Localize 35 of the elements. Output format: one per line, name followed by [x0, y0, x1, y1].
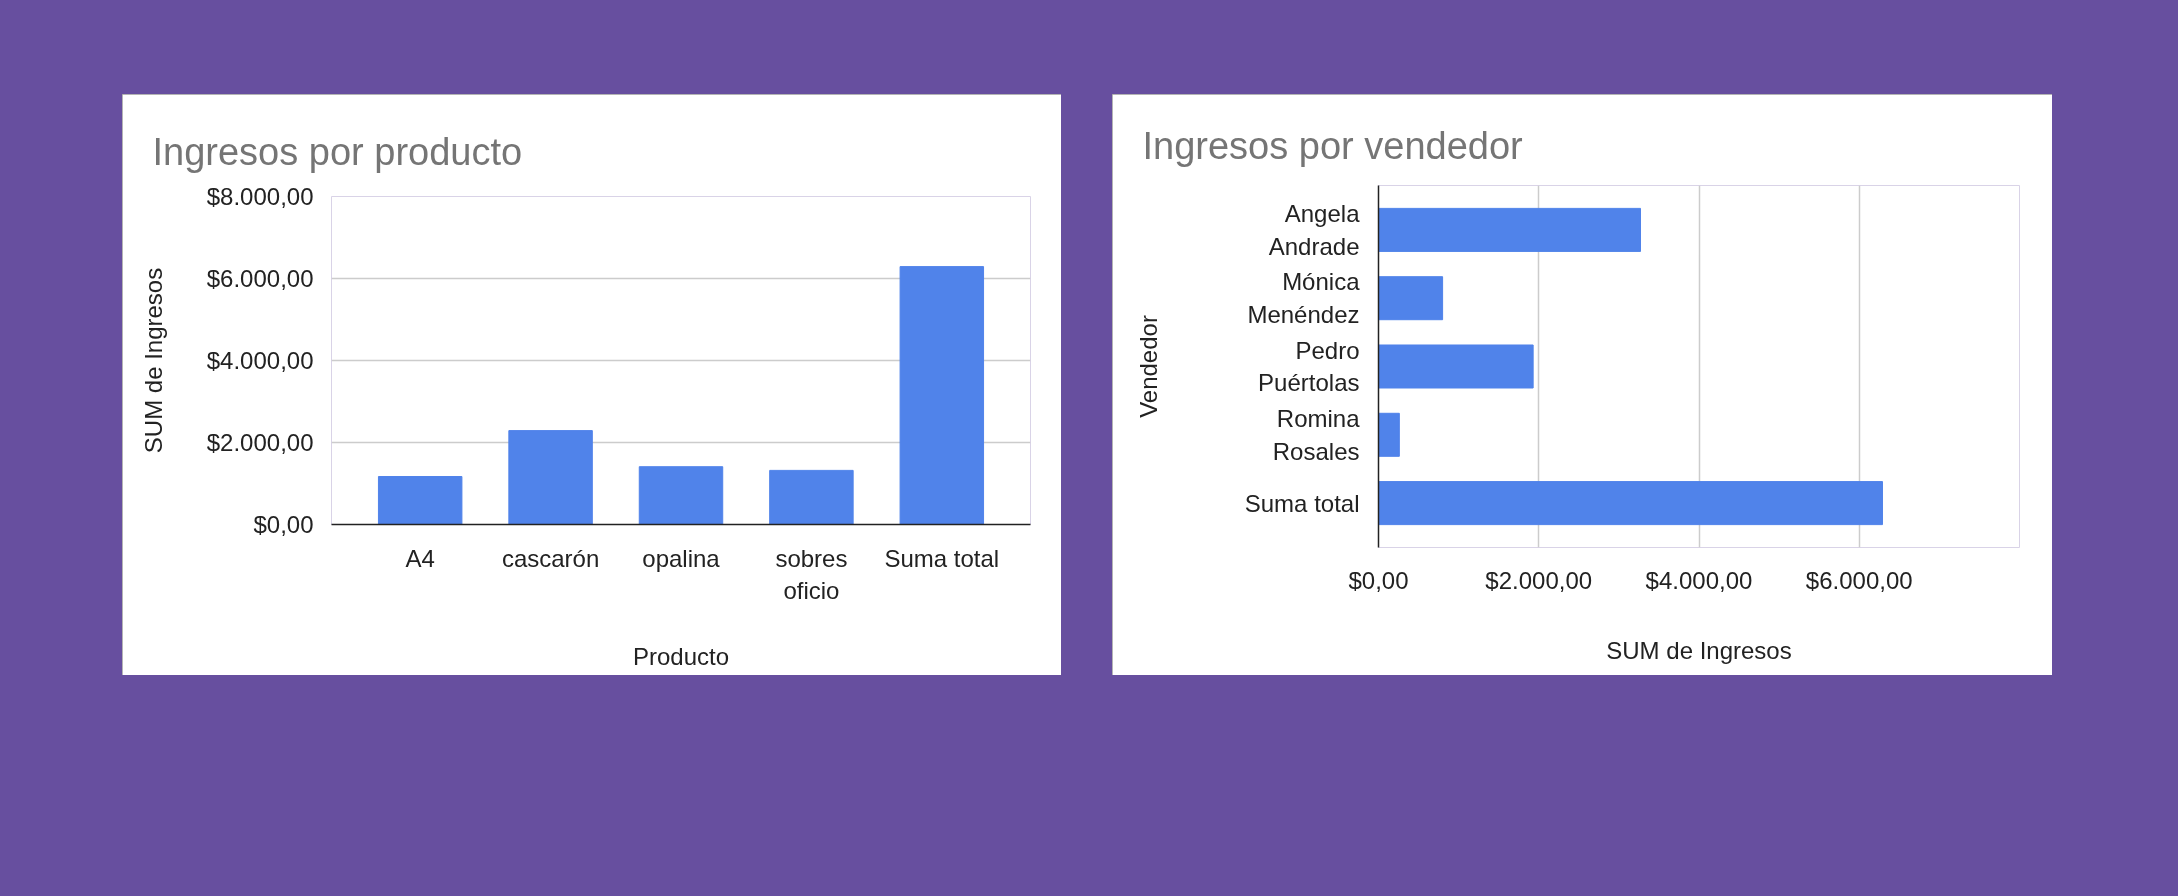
y-tick-label: $8.000,00 [206, 183, 314, 210]
x-tick-label: $0,00 [1348, 566, 1409, 594]
x-tick-label: $6.000,00 [1805, 566, 1913, 594]
bar [377, 476, 463, 525]
x-tick-label: sobres oficio [775, 544, 848, 604]
y-tick-label: $4.000,00 [206, 347, 314, 374]
y-tick-label: Mónica Menéndez [1247, 268, 1361, 328]
bar [1378, 412, 1400, 457]
bar [1378, 207, 1642, 252]
y-axis-title: SUM de Ingresos [139, 267, 167, 454]
x-tick-label: A4 [405, 544, 435, 572]
bar [769, 469, 854, 525]
y-tick-label: $0,00 [253, 511, 314, 538]
y-tick-label: Suma total [1244, 489, 1360, 517]
x-axis-title: SUM de Ingresos [1606, 636, 1792, 664]
bar [1378, 344, 1534, 389]
x-tick-label: cascarón [501, 544, 600, 572]
x-tick-label: Suma total [884, 544, 1000, 572]
y-tick-label: Pedro Puértolas [1258, 336, 1360, 397]
y-tick-label: Angela Andrade [1268, 200, 1361, 260]
x-axis-title: Producto [632, 642, 730, 670]
bar [1378, 481, 1883, 526]
chart-title: Ingresos por producto [152, 130, 523, 173]
y-tick-label: $2.000,00 [206, 429, 314, 456]
y-axis-title: Vendedor [1134, 315, 1162, 418]
bar [1378, 276, 1444, 321]
bar [899, 266, 985, 525]
y-tick-label: $6.000,00 [206, 265, 314, 292]
x-tick-label: $4.000,00 [1645, 566, 1753, 594]
bar [508, 430, 593, 525]
x-tick-label: opalina [642, 544, 721, 572]
y-tick-label: Romina Rosales [1272, 405, 1361, 465]
bar [638, 466, 724, 525]
x-tick-label: $2.000,00 [1485, 566, 1593, 594]
chart-title: Ingresos por vendedor [1142, 124, 1524, 167]
